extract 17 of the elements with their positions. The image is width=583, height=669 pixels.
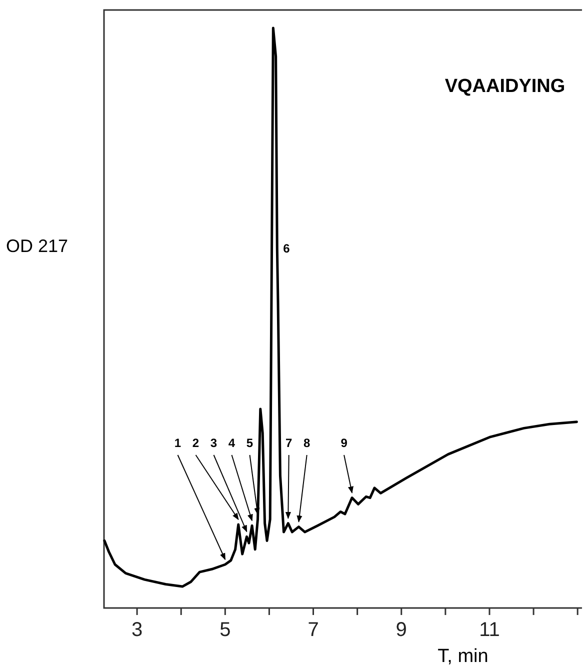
annotation: 6 (283, 241, 290, 256)
x-tick-label: 5 (220, 619, 231, 641)
annotation: 9 (340, 436, 348, 450)
annotation: 2 (192, 436, 200, 450)
annotation: 5 (246, 436, 254, 450)
y-axis-title: OD 217 (6, 236, 68, 256)
annotation: 1 (174, 436, 182, 450)
x-tick-label: 11 (479, 619, 500, 641)
annotation: 4 (228, 436, 236, 450)
x-tick-label: 3 (131, 619, 143, 641)
x-tick-label: 9 (396, 619, 407, 641)
text: VQAAIDYING (444, 76, 566, 97)
annotation: 8 (304, 436, 311, 450)
x-axis-title: T, min (438, 646, 488, 667)
annotation: 3 (210, 436, 218, 450)
x-tick-label: 7 (308, 619, 319, 641)
annotation: 7 (286, 436, 293, 450)
